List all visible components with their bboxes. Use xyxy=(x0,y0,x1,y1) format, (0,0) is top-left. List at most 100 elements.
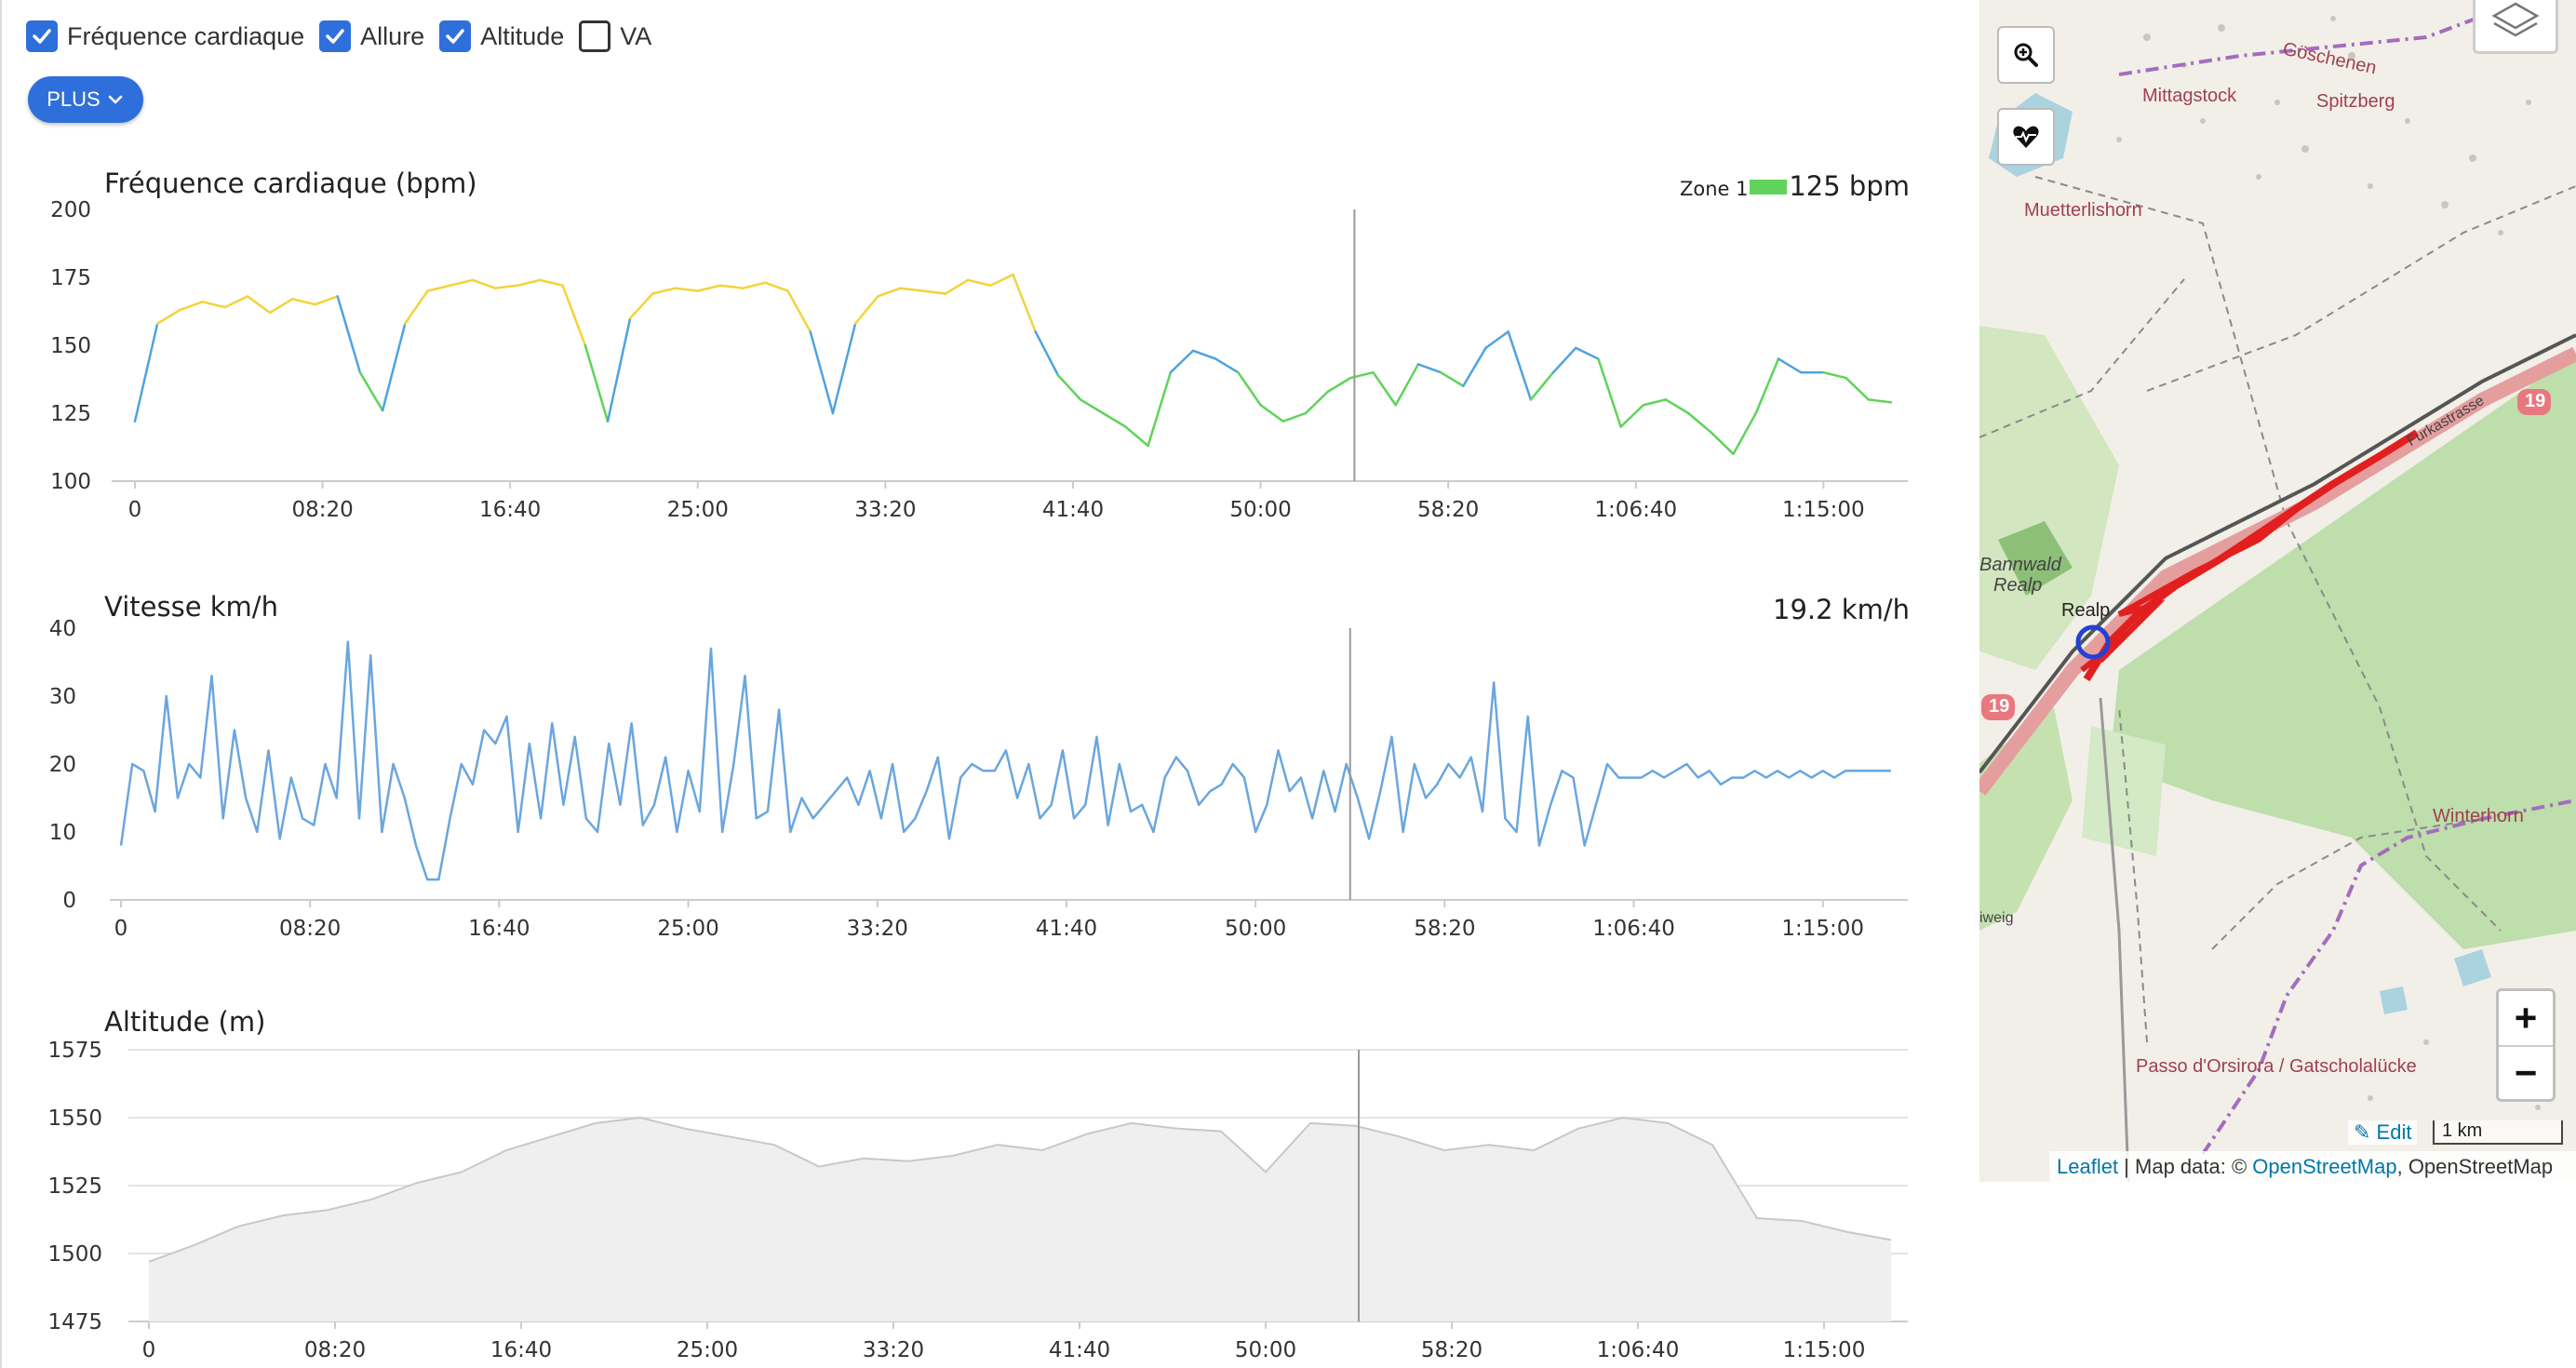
heart-rate-segment xyxy=(1664,398,1690,415)
leaflet-link[interactable]: Leaflet xyxy=(2057,1154,2119,1178)
x-tick-label: 33:20 xyxy=(854,498,916,522)
x-tick-label: 1:06:40 xyxy=(1594,498,1677,522)
map-label-realp: Realp xyxy=(2061,600,2111,621)
x-tick-label: 41:40 xyxy=(1049,1338,1110,1362)
heart-rate-segment xyxy=(1012,273,1037,333)
attribution-separator: | Map data: © xyxy=(2118,1154,2253,1178)
speed-chart-svg[interactable]: Vitesse km/h 19.2 km/h 40 30 20 10 0 0 08:20 16… xyxy=(0,577,1945,949)
heart-rate-segment xyxy=(1754,357,1780,415)
map-label-muetterlishorn: Muetterlishorn xyxy=(2024,200,2142,221)
x-tick-label: 0 xyxy=(142,1338,156,1362)
heart-rate-segment xyxy=(1147,370,1173,448)
x-tick-label: 1:15:00 xyxy=(1781,917,1864,941)
speed-line xyxy=(119,640,1891,881)
map-zoom-in-button[interactable]: + xyxy=(2514,996,2538,1039)
heart-rate-segment xyxy=(1079,398,1105,415)
y-tick-label: 0 xyxy=(62,889,76,913)
y-tick-label: 125 xyxy=(50,402,91,426)
x-tick-label: 16:40 xyxy=(479,498,541,522)
x-tick-label: 25:00 xyxy=(677,1338,738,1362)
speed-chart-title: Vitesse km/h xyxy=(104,591,278,623)
heart-rate-segment xyxy=(133,322,159,423)
heart-rate-segment xyxy=(1056,373,1082,401)
heart-rate-segment xyxy=(764,281,789,292)
map-heart-rate-overlay-button[interactable] xyxy=(1997,108,2055,166)
heart-rate-current-value: 125 bpm xyxy=(1789,170,1910,202)
speed-series xyxy=(119,628,1891,900)
heart-rate-segment xyxy=(201,301,227,309)
x-tick-label: 25:00 xyxy=(667,498,729,522)
heart-rate-zone-swatch xyxy=(1750,180,1787,194)
route-map[interactable]: Göschenen Mittagstock Spitzberg Muetterl… xyxy=(1979,0,2576,1182)
heart-rate-segment xyxy=(786,289,812,333)
heart-rate-segment xyxy=(1034,330,1060,377)
x-tick-label: 1:15:00 xyxy=(1783,1338,1866,1362)
x-tick-label: 1:06:40 xyxy=(1592,917,1675,941)
heart-rate-segment xyxy=(381,322,407,412)
x-tick-label: 58:20 xyxy=(1414,917,1475,941)
heart-rate-segment xyxy=(1169,349,1195,374)
heart-rate-segment xyxy=(1394,363,1420,407)
altitude-chart-svg[interactable]: Altitude (m) 1575 1550 1525 1500 1475 0 08:20 1… xyxy=(0,996,1945,1368)
plus-button[interactable]: PLUS xyxy=(28,76,143,123)
checkbox-va[interactable]: VA xyxy=(579,20,651,52)
map-zoom-out-button[interactable]: − xyxy=(2499,1045,2553,1099)
heart-rate-segment xyxy=(426,284,451,292)
heart-rate-segment xyxy=(1101,411,1127,428)
speed-chart: Vitesse km/h 19.2 km/h 40 30 20 10 0 0 08:20 16… xyxy=(0,577,1945,949)
map-zoom-to-route-button[interactable] xyxy=(1997,26,2055,84)
map-layers-button[interactable] xyxy=(2473,0,2558,54)
heart-rate-segment xyxy=(449,278,475,288)
checkbox-altitude[interactable]: Altitude xyxy=(439,20,564,52)
x-tick-label: 0 xyxy=(114,917,128,941)
heart-rate-segment xyxy=(404,289,429,325)
x-tick-label: 41:40 xyxy=(1042,498,1104,522)
map-tiles xyxy=(1979,0,2576,1182)
map-label-mittagstock: Mittagstock xyxy=(2142,86,2237,106)
heart-rate-segment xyxy=(1416,363,1442,374)
x-tick-label: 16:40 xyxy=(490,1338,552,1362)
checkbox-heart-rate[interactable]: Fréquence cardiaque xyxy=(26,20,304,52)
heart-rate-segment xyxy=(314,295,339,306)
x-tick-label: 08:20 xyxy=(279,917,341,941)
heart-rate-segment xyxy=(1281,411,1308,423)
x-tick-label: 50:00 xyxy=(1225,917,1286,941)
map-edit-link[interactable]: ✎ Edit xyxy=(2348,1120,2418,1145)
x-tick-label: 50:00 xyxy=(1235,1338,1296,1362)
x-tick-label: 1:15:00 xyxy=(1782,498,1865,522)
y-tick-label: 30 xyxy=(49,685,76,709)
chevron-down-icon xyxy=(108,95,123,104)
checkbox-va-box[interactable] xyxy=(579,20,611,52)
heart-rate-segment xyxy=(1304,390,1330,415)
heart-rate-segment xyxy=(877,287,902,298)
heart-rate-segment xyxy=(606,316,632,423)
heart-pulse-icon xyxy=(2013,126,2039,148)
checkbox-pace-box[interactable] xyxy=(319,20,352,52)
y-tick-label: 175 xyxy=(50,266,91,290)
y-tick-label: 150 xyxy=(50,334,91,358)
checkbox-heart-rate-box[interactable] xyxy=(26,20,58,52)
checkbox-altitude-label: Altitude xyxy=(480,21,565,50)
plus-button-label: PLUS xyxy=(47,87,101,111)
checkbox-pace[interactable]: Allure xyxy=(319,20,424,52)
y-tick-label: 40 xyxy=(49,617,76,641)
speed-current-value: 19.2 km/h xyxy=(1773,594,1910,625)
heart-rate-segment xyxy=(1732,411,1758,456)
heart-rate-segment xyxy=(1507,330,1533,401)
heart-rate-segment xyxy=(1642,398,1668,407)
heart-rate-segment xyxy=(1867,398,1893,404)
openstreetmap-link[interactable]: OpenStreetMap xyxy=(2252,1154,2397,1178)
heart-rate-segment xyxy=(853,295,879,325)
heart-rate-chart-svg[interactable]: Fréquence cardiaque (bpm) Zone 1 125 bpm… xyxy=(0,154,1945,526)
heart-rate-segment xyxy=(1439,370,1465,388)
heart-rate-segment xyxy=(1575,346,1600,360)
checkbox-altitude-box[interactable] xyxy=(439,20,472,52)
heart-rate-segment xyxy=(1619,403,1645,428)
map-scale-bar: 1 km xyxy=(2433,1120,2563,1145)
checkmark-icon xyxy=(446,29,464,44)
heart-rate-segment xyxy=(471,278,497,289)
x-tick-label: 1:06:40 xyxy=(1597,1338,1680,1362)
heart-rate-segment xyxy=(561,284,587,347)
heart-rate-segment xyxy=(179,301,204,312)
y-tick-label: 1525 xyxy=(47,1174,102,1199)
